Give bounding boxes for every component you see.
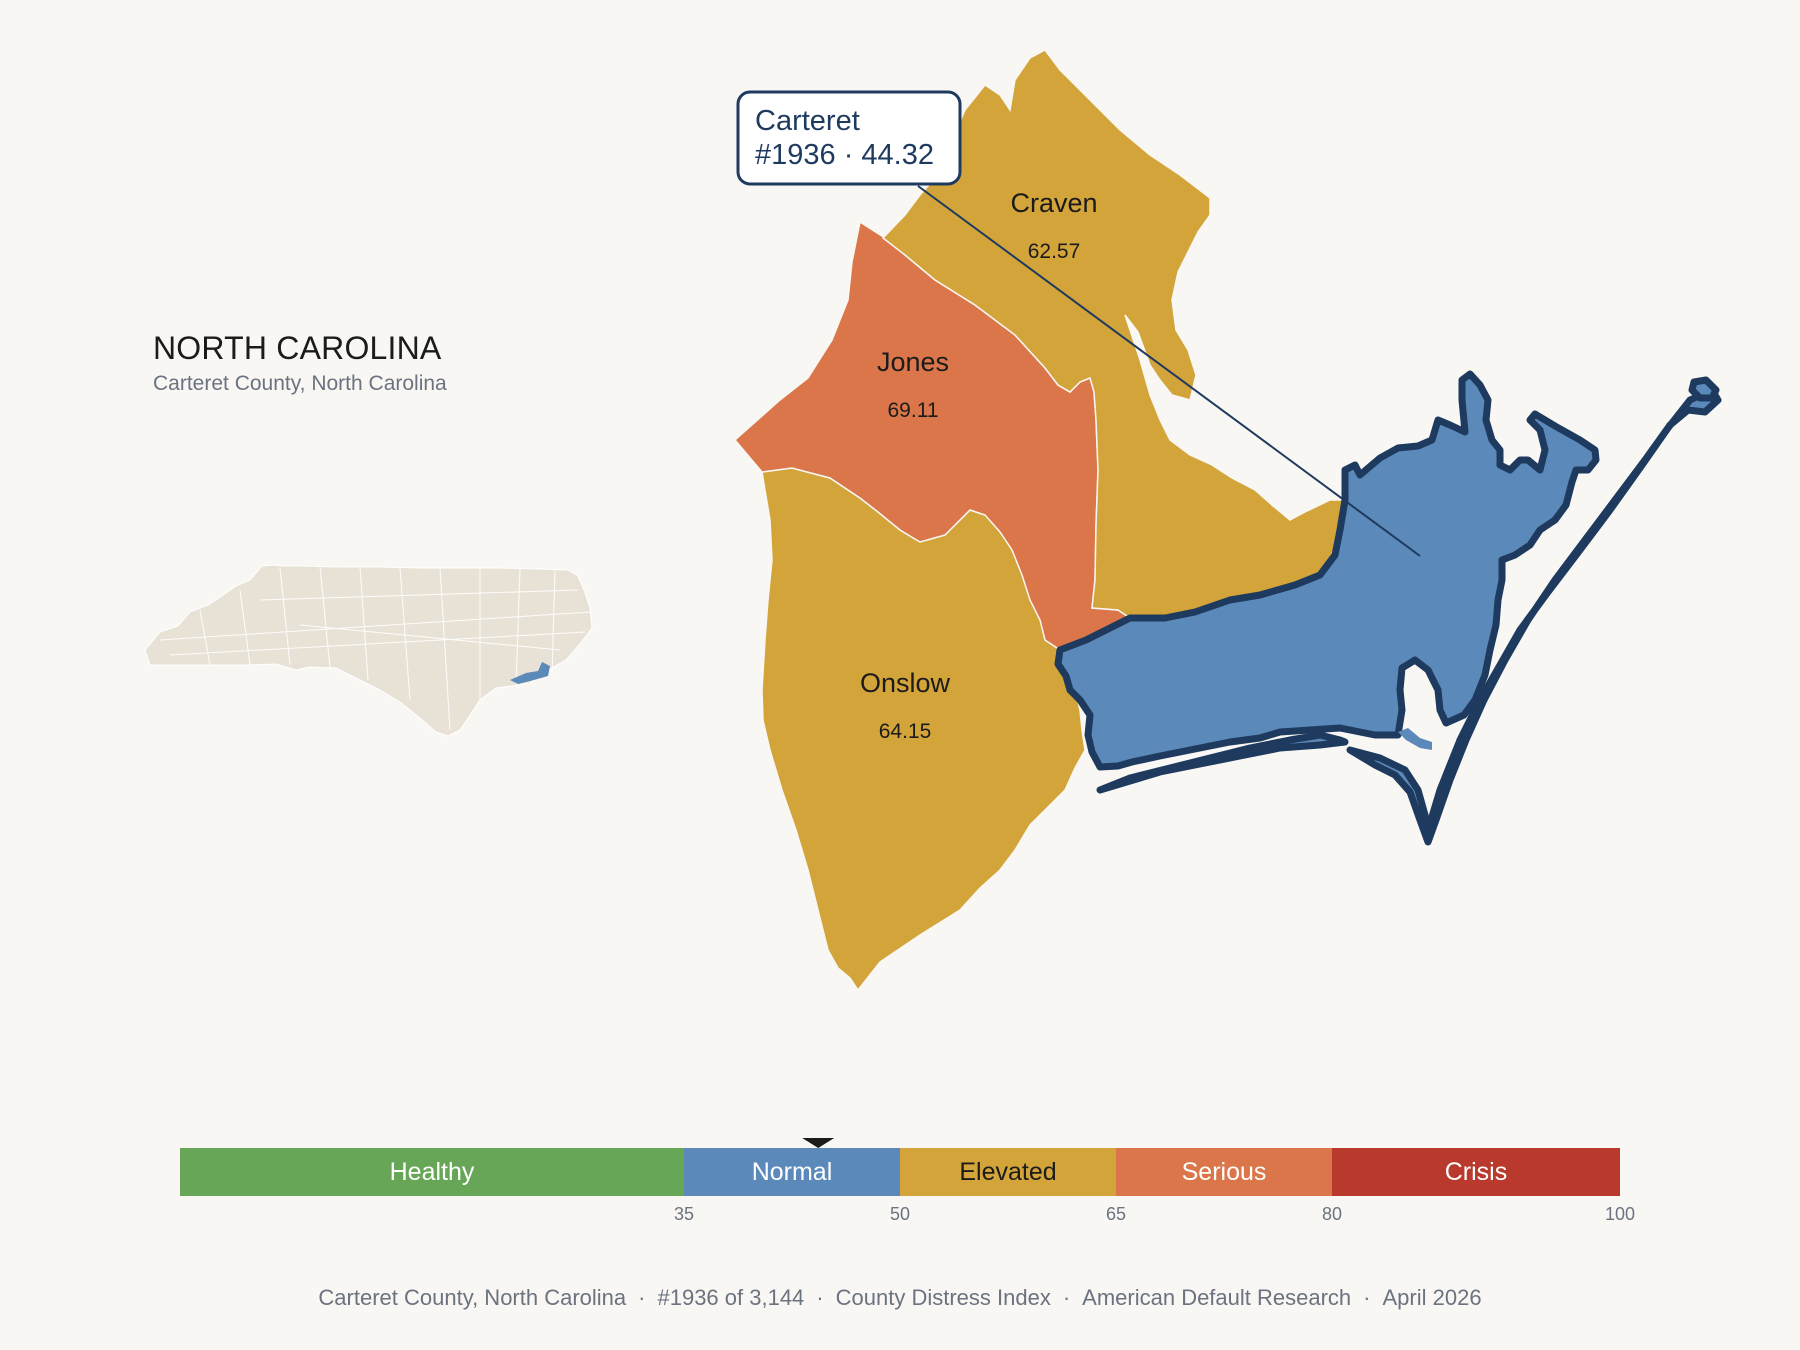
small-island <box>1398 728 1432 750</box>
state-inset-map <box>144 564 593 737</box>
scale-segment-normal <box>684 1148 900 1196</box>
scale-tick-50: 50 <box>890 1204 910 1224</box>
tooltip-rank-value: #1936 · 44.32 <box>755 139 934 171</box>
county-value-jones: 69.11 <box>888 399 939 422</box>
scale-tick-80: 80 <box>1322 1204 1342 1224</box>
scale-label-elevated: Elevated <box>959 1158 1056 1186</box>
state-subtitle: Carteret County, North Carolina <box>153 372 447 395</box>
scale-tick-65: 65 <box>1106 1204 1126 1224</box>
north-carolina-inset <box>144 564 593 737</box>
scale-segment-healthy <box>180 1148 684 1196</box>
scale-segment-crisis <box>1332 1148 1620 1196</box>
distress-scale-bar: Healthy Normal Elevated Serious Crisis 35 50 65… <box>180 1138 1635 1224</box>
footer-date: April 2026 <box>1382 1285 1482 1310</box>
county-craven[interactable] <box>881 49 1346 619</box>
scale-segment-serious <box>1116 1148 1332 1196</box>
footer: Carteret County, North Carolina · #1936 of… <box>318 1285 1482 1310</box>
scale-tick-100: 100 <box>1605 1204 1635 1224</box>
county-value-onslow: 64.15 <box>879 720 932 743</box>
county-carteret[interactable] <box>1054 370 1600 771</box>
scale-tick-35: 35 <box>674 1204 694 1224</box>
tooltip-callout: Carteret #1936 · 44.32 <box>736 90 1421 557</box>
scale-label-serious: Serious <box>1182 1158 1267 1186</box>
tooltip-county-name: Carteret <box>755 105 860 137</box>
scale-segment-elevated <box>900 1148 1116 1196</box>
county-map: Craven 62.57 Jones 69.11 Onslow 64.15 <box>733 49 1722 992</box>
carteret-barrier-island-east <box>1346 386 1722 846</box>
scale-label-healthy: Healthy <box>390 1158 475 1186</box>
footer-source: American Default Research <box>1082 1285 1352 1310</box>
tooltip-box <box>736 90 962 186</box>
footer-county: Carteret County, North Carolina <box>318 1285 627 1310</box>
footer-rank: #1936 of 3,144 <box>657 1285 805 1310</box>
scale-label-crisis: Crisis <box>1445 1158 1508 1186</box>
county-label-jones: Jones <box>877 347 949 377</box>
carteret-barrier-island-south <box>1096 731 1349 794</box>
county-label-onslow: Onslow <box>860 668 951 698</box>
footer-index-name: County Distress Index <box>835 1285 1051 1310</box>
carteret-island-north <box>1688 376 1720 402</box>
scale-label-normal: Normal <box>752 1158 833 1186</box>
carteret-inset-highlight <box>510 662 550 684</box>
callout-leader-line <box>917 185 1421 557</box>
county-value-craven: 62.57 <box>1028 240 1081 263</box>
county-label-craven: Craven <box>1010 188 1097 218</box>
scale-marker-triangle <box>802 1138 835 1148</box>
state-title: NORTH CAROLINA <box>153 330 442 366</box>
